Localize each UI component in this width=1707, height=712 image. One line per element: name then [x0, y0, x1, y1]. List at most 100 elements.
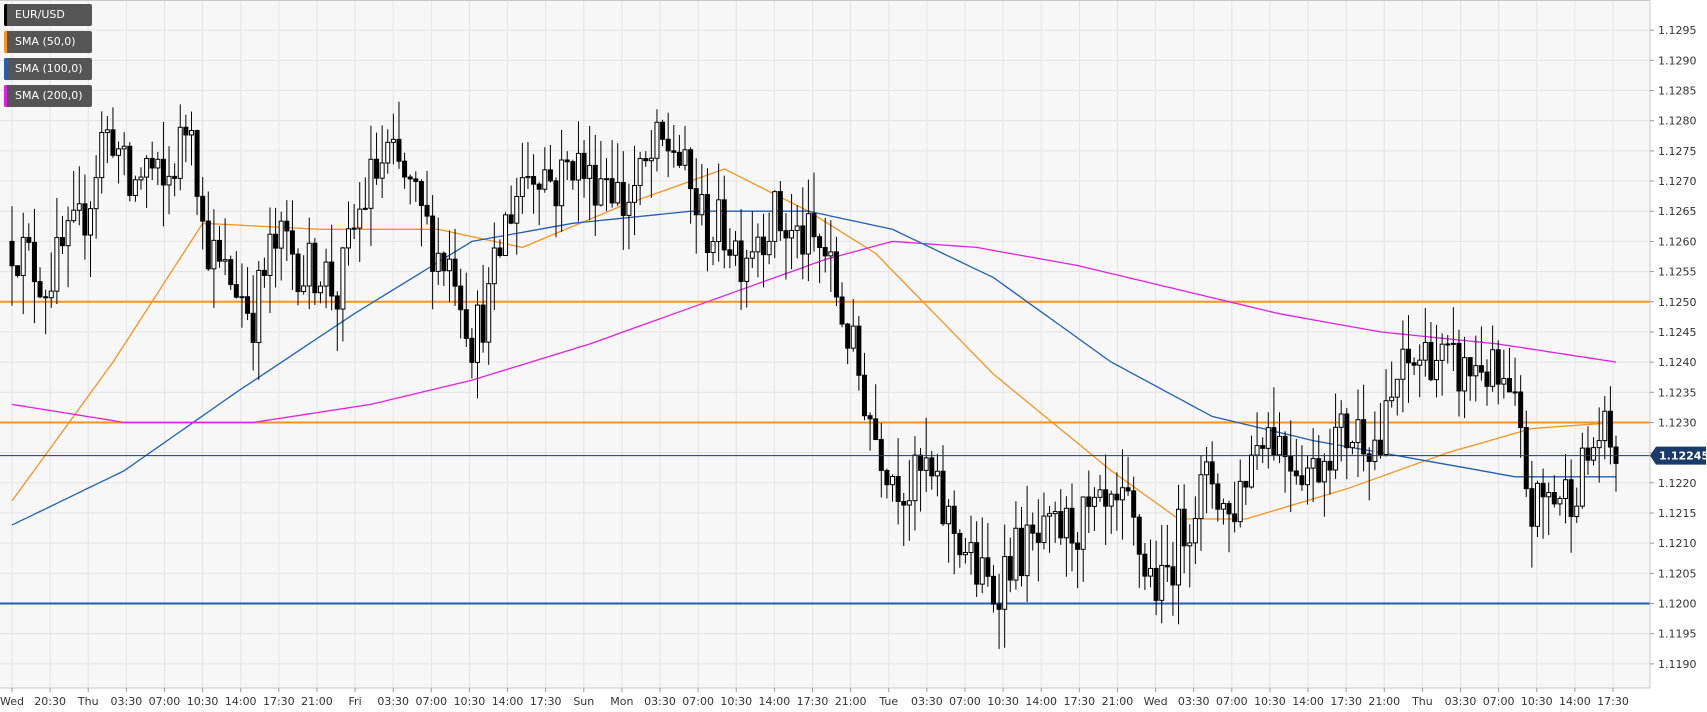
- candle-body: [1467, 357, 1473, 377]
- candle-body: [256, 269, 262, 343]
- legend-item-sma-100[interactable]: SMA (100,0): [4, 58, 92, 80]
- candle-body: [88, 208, 94, 236]
- candle-body: [833, 251, 839, 298]
- candle-body: [430, 215, 436, 272]
- candle-body: [127, 145, 133, 196]
- candle-body: [503, 214, 509, 257]
- candle-body: [1091, 496, 1097, 507]
- candle-body: [817, 236, 823, 249]
- candle-body: [1136, 516, 1142, 555]
- candle-body: [1518, 391, 1524, 429]
- sma-200-line: [11, 240, 1617, 424]
- candle-body: [166, 175, 172, 186]
- candle-body: [1254, 445, 1260, 456]
- x-tick-label: 17:30: [1063, 695, 1095, 708]
- candle-body: [1563, 479, 1569, 499]
- y-tick-label: 1.1245: [1658, 326, 1697, 339]
- candle-body: [138, 176, 144, 181]
- candle-body: [1248, 454, 1254, 488]
- x-tick-label: Tue: [878, 695, 898, 708]
- candle-body: [1192, 518, 1198, 544]
- x-tick-label: Fri: [349, 695, 362, 708]
- candle-body: [1512, 391, 1518, 394]
- candle-body: [968, 542, 974, 554]
- candle-body: [850, 325, 856, 349]
- legend-label: SMA (200,0): [15, 89, 83, 102]
- candle-body: [37, 281, 43, 298]
- candle-body: [1276, 435, 1282, 456]
- candle-body: [289, 230, 295, 255]
- candle-body: [104, 129, 110, 133]
- candle-body: [710, 241, 716, 254]
- candle-body: [1540, 482, 1546, 498]
- candle-body: [1119, 487, 1125, 501]
- candle-body: [334, 295, 340, 310]
- candle-body: [1338, 413, 1344, 428]
- legend-item-eurusd[interactable]: EUR/USD: [4, 4, 92, 26]
- candle-body: [1310, 458, 1316, 469]
- x-tick-label: Wed: [1144, 695, 1168, 708]
- candle-body: [1299, 475, 1305, 486]
- candle-body: [581, 152, 587, 179]
- candle-body: [149, 157, 155, 169]
- x-tick-label: 03:30: [644, 695, 676, 708]
- candle-body: [82, 203, 88, 236]
- candle-body: [609, 178, 615, 204]
- candle-body: [721, 199, 727, 251]
- candle-body: [508, 214, 514, 224]
- candle-body: [76, 203, 82, 211]
- candle-body: [1591, 447, 1597, 461]
- candle-body: [699, 194, 705, 216]
- candle-body: [643, 158, 649, 162]
- candle-body: [693, 188, 699, 216]
- y-tick-label: 1.1240: [1658, 356, 1697, 369]
- candle-body: [1288, 456, 1294, 472]
- candle-body: [603, 178, 609, 181]
- candle-body: [306, 242, 312, 287]
- y-tick-label: 1.1190: [1658, 658, 1697, 671]
- candle-body: [1159, 564, 1165, 601]
- x-tick-label: 10:30: [720, 695, 752, 708]
- candle-body: [884, 470, 890, 486]
- candle-body: [1181, 508, 1187, 547]
- current-price-badge: [1650, 446, 1706, 465]
- legend-item-sma-50[interactable]: SMA (50,0): [4, 31, 92, 53]
- candle-body: [766, 240, 772, 256]
- candle-body: [1063, 507, 1069, 539]
- candle-body: [385, 141, 391, 164]
- candle-body: [346, 228, 352, 249]
- x-tick-label: 21:00: [835, 695, 867, 708]
- candle-body: [671, 150, 677, 153]
- candle-body: [856, 325, 862, 376]
- candle-body: [295, 253, 301, 293]
- candle-body: [620, 181, 626, 216]
- candle-body: [878, 439, 884, 472]
- y-tick-label: 1.1280: [1658, 115, 1697, 128]
- candle-body: [200, 195, 206, 222]
- candle-body: [1052, 511, 1058, 515]
- y-tick-label: 1.1210: [1658, 537, 1697, 550]
- candle-body: [390, 138, 396, 143]
- x-tick-label: 07:00: [149, 695, 181, 708]
- candle-body: [794, 225, 800, 231]
- candle-body: [1260, 445, 1266, 449]
- x-tick-label: 07:00: [949, 695, 981, 708]
- y-tick-label: 1.1275: [1658, 145, 1697, 158]
- candle-body: [873, 418, 879, 441]
- legend-label: SMA (50,0): [15, 35, 76, 48]
- candle-body: [329, 261, 335, 297]
- candle-body: [1237, 480, 1243, 523]
- candle-body: [732, 240, 738, 256]
- candle-body: [1478, 365, 1484, 373]
- candle-body: [407, 176, 413, 180]
- legend-item-sma-200[interactable]: SMA (200,0): [4, 85, 92, 107]
- candle-body: [1305, 467, 1311, 486]
- candle-body: [1534, 482, 1540, 527]
- candle-body: [396, 138, 402, 162]
- candle-body: [682, 149, 688, 166]
- candle-body: [239, 296, 245, 299]
- candle-body: [71, 209, 77, 222]
- x-tick-label: 21:00: [301, 695, 333, 708]
- candle-body: [1142, 553, 1148, 577]
- candle-body: [435, 252, 441, 272]
